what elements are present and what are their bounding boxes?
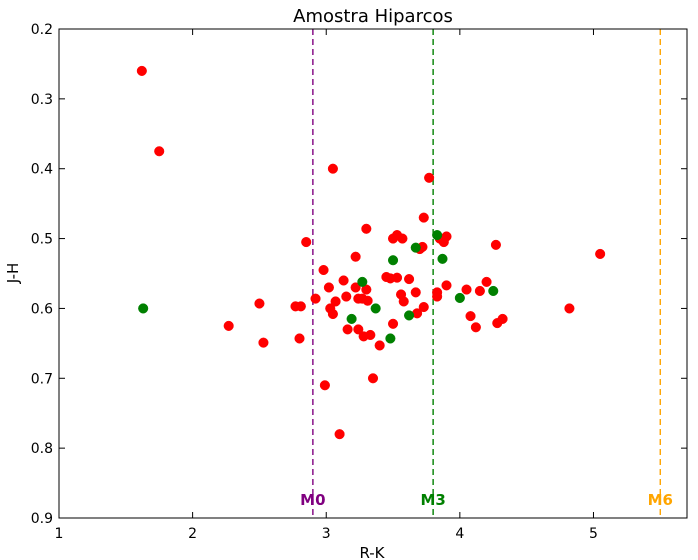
x-tick-label: 2: [188, 526, 197, 542]
reference-lines: M0 M3 M6: [300, 29, 673, 518]
data-point: [327, 308, 338, 320]
y-tick-label: 0.6: [31, 301, 53, 317]
chart-title: Amostra Hiparcos: [293, 6, 453, 27]
data-point: [392, 272, 403, 283]
data-point: [318, 264, 329, 276]
data-point: [338, 275, 349, 286]
x-tick-label: 4: [455, 526, 464, 542]
data-point: [424, 172, 435, 183]
data-point: [254, 298, 265, 309]
data-point: [490, 239, 501, 250]
data-point: [441, 231, 452, 242]
reference-label-m3: M3: [420, 491, 445, 509]
data-point: [410, 287, 421, 298]
data-point: [330, 296, 341, 307]
data-point: [136, 65, 147, 76]
y-tick-label: 0.9: [31, 511, 53, 527]
x-tick-label: 1: [55, 526, 64, 542]
y-tick-label: 0.4: [31, 162, 53, 178]
data-point: [474, 285, 485, 297]
reference-label-m0: M0: [300, 491, 325, 509]
data-point: [465, 311, 476, 322]
y-tick-label: 0.8: [31, 441, 53, 457]
data-point: [138, 303, 149, 314]
data-point: [432, 291, 443, 302]
data-point: [341, 291, 352, 302]
data-point: [353, 324, 364, 335]
data-point: [481, 276, 492, 287]
data-point: [410, 242, 421, 253]
data-point: [385, 333, 396, 344]
y-tick-label: 0.2: [31, 22, 53, 38]
data-point: [365, 329, 376, 341]
data-points: [136, 65, 606, 440]
y-tick-label: 0.5: [31, 232, 53, 248]
data-point: [461, 284, 472, 295]
y-tick-label: 0.7: [31, 371, 53, 387]
data-point: [564, 303, 575, 314]
data-point: [441, 280, 452, 291]
data-point: [367, 373, 379, 384]
data-point: [294, 333, 305, 344]
y-axis-label: J-H: [4, 263, 22, 285]
x-axis-label: R-K: [359, 544, 385, 560]
data-point: [418, 301, 429, 313]
x-tick-label: 5: [589, 526, 598, 542]
data-point: [323, 282, 334, 293]
data-point: [258, 337, 269, 348]
data-point: [432, 230, 443, 241]
data-point: [319, 380, 330, 391]
plot-frame: [58, 28, 688, 519]
data-point: [223, 320, 234, 331]
data-point: [310, 293, 321, 304]
data-point: [362, 295, 373, 306]
data-point: [342, 324, 353, 335]
y-tick-label: 0.3: [31, 92, 53, 108]
data-point: [387, 255, 399, 266]
data-point: [154, 146, 165, 157]
data-point: [387, 318, 399, 329]
reference-label-m6: M6: [648, 491, 673, 509]
data-point: [492, 318, 503, 329]
data-point: [350, 282, 361, 293]
data-point: [488, 285, 499, 297]
data-point: [397, 233, 408, 244]
data-point: [301, 237, 312, 248]
data-point: [346, 313, 357, 324]
data-point: [327, 163, 338, 174]
axis-ticks: 1 2 3 4 5 0.2 0.3 0.4 0.5 0.6 0.7 0.8 0.9: [31, 22, 687, 542]
data-point: [470, 322, 481, 333]
data-point: [418, 212, 429, 223]
data-point: [295, 301, 306, 312]
data-point: [398, 296, 409, 307]
data-point: [595, 248, 606, 259]
x-tick-label: 3: [322, 526, 331, 542]
data-point: [350, 251, 361, 262]
data-point: [404, 310, 415, 321]
data-point: [334, 429, 345, 440]
data-point: [361, 223, 372, 234]
data-point: [454, 292, 465, 304]
data-point: [357, 276, 368, 287]
data-point: [374, 340, 385, 351]
data-point: [404, 274, 415, 285]
data-point: [437, 253, 448, 264]
data-point: [370, 303, 381, 314]
